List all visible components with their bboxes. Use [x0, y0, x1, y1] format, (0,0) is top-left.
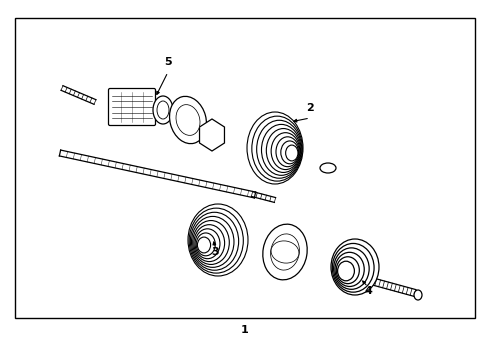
Ellipse shape: [195, 229, 220, 259]
Ellipse shape: [190, 212, 239, 270]
Ellipse shape: [270, 234, 299, 270]
Ellipse shape: [192, 216, 234, 267]
Ellipse shape: [338, 261, 354, 281]
Ellipse shape: [271, 241, 299, 263]
Ellipse shape: [276, 137, 299, 167]
Ellipse shape: [332, 243, 374, 292]
Ellipse shape: [334, 248, 369, 289]
Ellipse shape: [194, 225, 224, 262]
Ellipse shape: [188, 204, 248, 276]
Ellipse shape: [286, 145, 298, 161]
Ellipse shape: [197, 237, 211, 253]
Ellipse shape: [336, 257, 359, 284]
Ellipse shape: [189, 208, 244, 273]
Text: 4: 4: [364, 286, 372, 296]
Ellipse shape: [170, 96, 206, 144]
Ellipse shape: [257, 120, 302, 178]
Ellipse shape: [281, 141, 298, 164]
Ellipse shape: [196, 233, 215, 256]
FancyBboxPatch shape: [108, 89, 155, 126]
Ellipse shape: [271, 133, 300, 170]
Ellipse shape: [157, 101, 169, 119]
Ellipse shape: [320, 163, 336, 173]
Bar: [15, 18, 475, 318]
Text: 3: 3: [211, 247, 219, 257]
Text: 2: 2: [306, 103, 314, 113]
Ellipse shape: [193, 221, 229, 265]
Ellipse shape: [267, 129, 300, 172]
Ellipse shape: [262, 125, 301, 175]
Ellipse shape: [247, 112, 303, 184]
Ellipse shape: [414, 290, 422, 300]
Ellipse shape: [335, 252, 364, 287]
Polygon shape: [199, 119, 224, 151]
Ellipse shape: [176, 105, 200, 135]
Ellipse shape: [153, 96, 173, 124]
Ellipse shape: [331, 239, 379, 295]
Text: 5: 5: [164, 57, 172, 67]
Ellipse shape: [263, 224, 307, 280]
Text: 1: 1: [241, 325, 249, 335]
Ellipse shape: [252, 116, 302, 181]
